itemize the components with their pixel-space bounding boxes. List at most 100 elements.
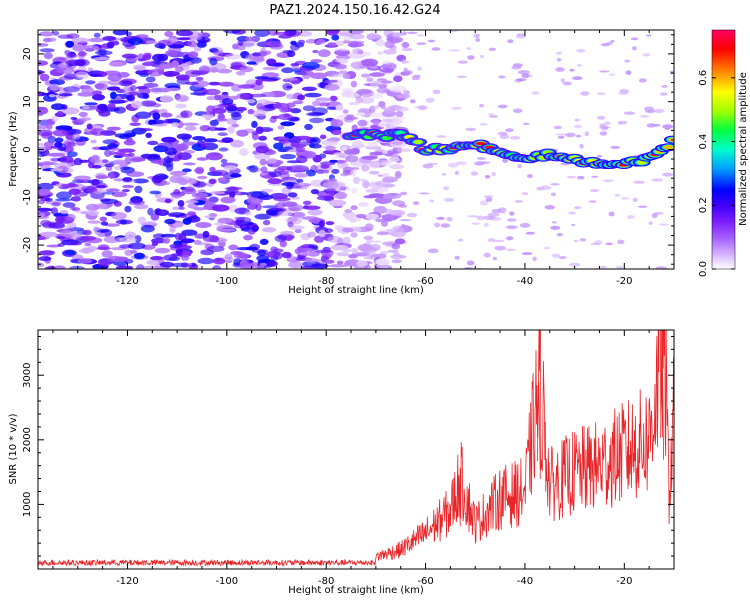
spectrogram-noise-blob (151, 176, 163, 184)
spectrogram-noise-blob (484, 175, 491, 179)
spectrogram-noise-blob (531, 91, 540, 95)
colorbar: 0.0 0.2 0.4 0.6 Normalized spectral amplitu… (698, 29, 749, 277)
spectrogram-noise-blob (454, 170, 459, 176)
spectrogram-noise-blob (404, 70, 413, 75)
spectrogram-noise-blob (59, 155, 74, 164)
spectrogram-noise-blob (270, 115, 280, 119)
spectrogram-noise-blob (97, 232, 106, 237)
spectrogram-noise-blob (169, 175, 184, 184)
spectrogram-noise-blob (180, 262, 190, 268)
spectrogram-noise-blob (60, 183, 79, 188)
spectrogram-noise-blob (297, 94, 305, 101)
spectrogram-noise-blob (136, 86, 148, 90)
spectrogram-noise-blob (492, 256, 497, 261)
spectrogram-noise-blob (344, 209, 353, 213)
spectrogram-noise-blob (615, 265, 624, 269)
spectrogram-noise-blob (243, 128, 255, 134)
spectrogram-noise-blob (341, 87, 354, 94)
spectrogram-noise-blob (317, 102, 330, 107)
snr-ylabel: SNR (10 * v/v) (8, 413, 19, 484)
spectrogram-noise-blob (277, 113, 293, 121)
spectrogram-noise-blob (422, 163, 434, 169)
spectrogram-noise-blob (580, 91, 590, 96)
spectrogram-noise-blob (187, 178, 198, 185)
spectrogram-noise-blob (202, 230, 210, 238)
spectrogram-noise-blob (236, 92, 251, 100)
spectrogram-noise-blob (38, 199, 45, 205)
spectrogram-noise-blob (262, 219, 271, 226)
spectrogram-noise-blob (369, 105, 376, 114)
spectrogram-noise-blob (250, 35, 261, 43)
spectrogram-noise-blob (105, 188, 120, 192)
spectrogram-noise-blob (247, 196, 263, 205)
spectrogram-noise-blob (68, 265, 85, 269)
spectrogram-noise-blob (380, 250, 388, 255)
spectrogram-noise-blob (109, 150, 116, 156)
spectrogram-noise-blob (553, 125, 562, 130)
spectrogram-noise-blob (362, 180, 370, 189)
spectrogram-noise-blob (177, 200, 185, 207)
spectrogram-noise-blob (483, 215, 495, 221)
spectrogram-noise-blob (118, 236, 137, 243)
spectrogram-noise-blob (527, 174, 533, 179)
spectrogram-noise-blob (577, 64, 582, 67)
spectrogram-noise-blob (140, 153, 153, 159)
spectrogram-noise-blob (588, 200, 597, 203)
spectrogram-noise-blob (248, 93, 267, 98)
spectrogram-noise-blob (369, 72, 386, 77)
spectrogram-noise-blob (185, 200, 199, 204)
spectrogram-noise-blob (207, 126, 219, 132)
spectrogram-noise-blob (335, 104, 344, 111)
spectrogram-noise-blob (599, 70, 610, 73)
spectrogram-noise-blob (331, 168, 340, 174)
spectrogram-noise-blob (182, 58, 191, 62)
spectrogram-noise-blob (111, 191, 128, 198)
spectrogram-noise-blob (366, 78, 373, 83)
spectrogram-noise-blob (319, 134, 327, 140)
spectrogram-noise-blob (632, 46, 637, 51)
spectrogram-noise-blob (576, 175, 585, 180)
spectrogram-noise-blob (124, 205, 132, 213)
spectrogram-noise-blob (497, 104, 508, 109)
spectrogram-noise-blob (39, 73, 50, 82)
spectrogram-noise-blob (127, 37, 144, 46)
y-tick-label: -20 (22, 237, 33, 253)
spectrogram-noise-blob (262, 66, 279, 71)
spectrogram-noise-blob (632, 197, 638, 203)
spectrogram-noise-blob (80, 185, 97, 193)
spectrogram-noise-blob (251, 225, 259, 232)
spectrogram-noise-blob (181, 229, 198, 236)
spectrogram-noise-blob (160, 233, 177, 238)
spectrogram-noise-blob (38, 60, 49, 66)
spectrogram-noise-blob (329, 61, 340, 67)
spectrogram-noise-blob (195, 76, 204, 81)
spectrogram-noise-blob (70, 196, 81, 202)
spectrogram-noise-blob (294, 135, 312, 141)
spectrogram-noise-blob (137, 92, 149, 99)
x-tick-label: -80 (318, 576, 334, 587)
spectrogram-noise-blob (388, 156, 400, 162)
spectrogram-noise-blob (217, 228, 236, 232)
spectrogram-noise-blob (83, 44, 100, 52)
spectrogram-noise-blob (661, 85, 668, 88)
spectrogram-noise-blob (416, 34, 425, 37)
colorbar-tick-label: 0.4 (698, 134, 709, 150)
spectrogram-noise-blob (401, 41, 410, 49)
spectrogram-noise-blob (60, 209, 69, 215)
spectrogram-noise-blob (101, 250, 113, 258)
spectrogram-noise-blob (302, 205, 321, 210)
spectrogram-noise-blob (358, 144, 366, 148)
spectrogram-noise-blob (152, 53, 165, 62)
spectrogram-noise-blob (87, 220, 102, 224)
spectrogram-noise-blob (302, 105, 316, 112)
spectrogram-noise-blob (228, 244, 239, 251)
spectrogram-noise-blob (217, 132, 228, 137)
spectrogram-noise-blob (651, 213, 658, 219)
spectrogram-noise-blob (97, 258, 112, 267)
spectrogram-noise-blob (252, 52, 261, 57)
spectrogram-noise-blob (268, 171, 282, 178)
spectrogram-noise-blob (324, 228, 334, 234)
spectrogram-noise-blob (125, 31, 132, 37)
spectrogram-noise-blob (113, 159, 127, 165)
